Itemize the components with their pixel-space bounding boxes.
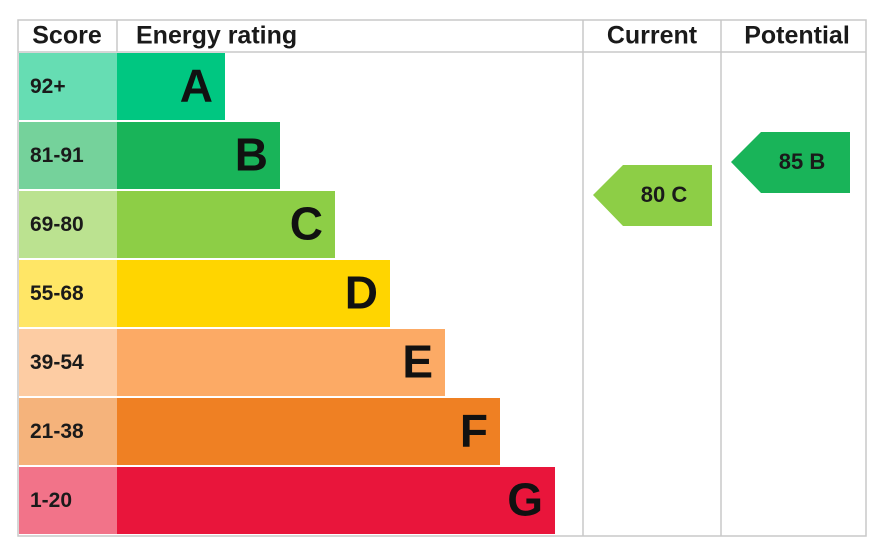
rating-bar (117, 191, 335, 258)
rating-bar (117, 260, 390, 327)
rating-letter: A (180, 60, 213, 112)
rating-bar (117, 398, 500, 465)
score-label: 69-80 (30, 213, 84, 236)
rating-bar (117, 122, 280, 189)
header-score: Score (32, 22, 102, 50)
current-arrow (593, 165, 712, 226)
header-current: Current (607, 22, 698, 50)
rating-bar (117, 53, 225, 120)
score-cell (19, 398, 117, 465)
rating-letter: C (290, 198, 323, 250)
rating-bar (117, 467, 555, 534)
score-cell (19, 191, 117, 258)
score-cell (19, 53, 117, 120)
rating-letter: F (460, 405, 488, 457)
score-label: 1-20 (30, 489, 72, 512)
score-cell (19, 260, 117, 327)
score-label: 39-54 (30, 351, 84, 374)
score-label: 81-91 (30, 144, 84, 167)
header-rating: Energy rating (136, 22, 297, 50)
score-cell (19, 329, 117, 396)
rating-letter: E (402, 336, 433, 388)
header-potential: Potential (744, 22, 850, 50)
potential-label: 85 B (779, 149, 825, 174)
score-label: 92+ (30, 75, 66, 98)
rating-letter: G (507, 474, 543, 526)
rating-letter: D (345, 267, 378, 319)
score-cell (19, 467, 117, 534)
current-label: 80 C (641, 182, 688, 207)
rating-letter: B (235, 129, 268, 181)
score-label: 55-68 (30, 282, 84, 305)
rating-bar (117, 329, 445, 396)
score-label: 21-38 (30, 420, 84, 443)
potential-arrow (731, 132, 850, 193)
score-cell (19, 122, 117, 189)
